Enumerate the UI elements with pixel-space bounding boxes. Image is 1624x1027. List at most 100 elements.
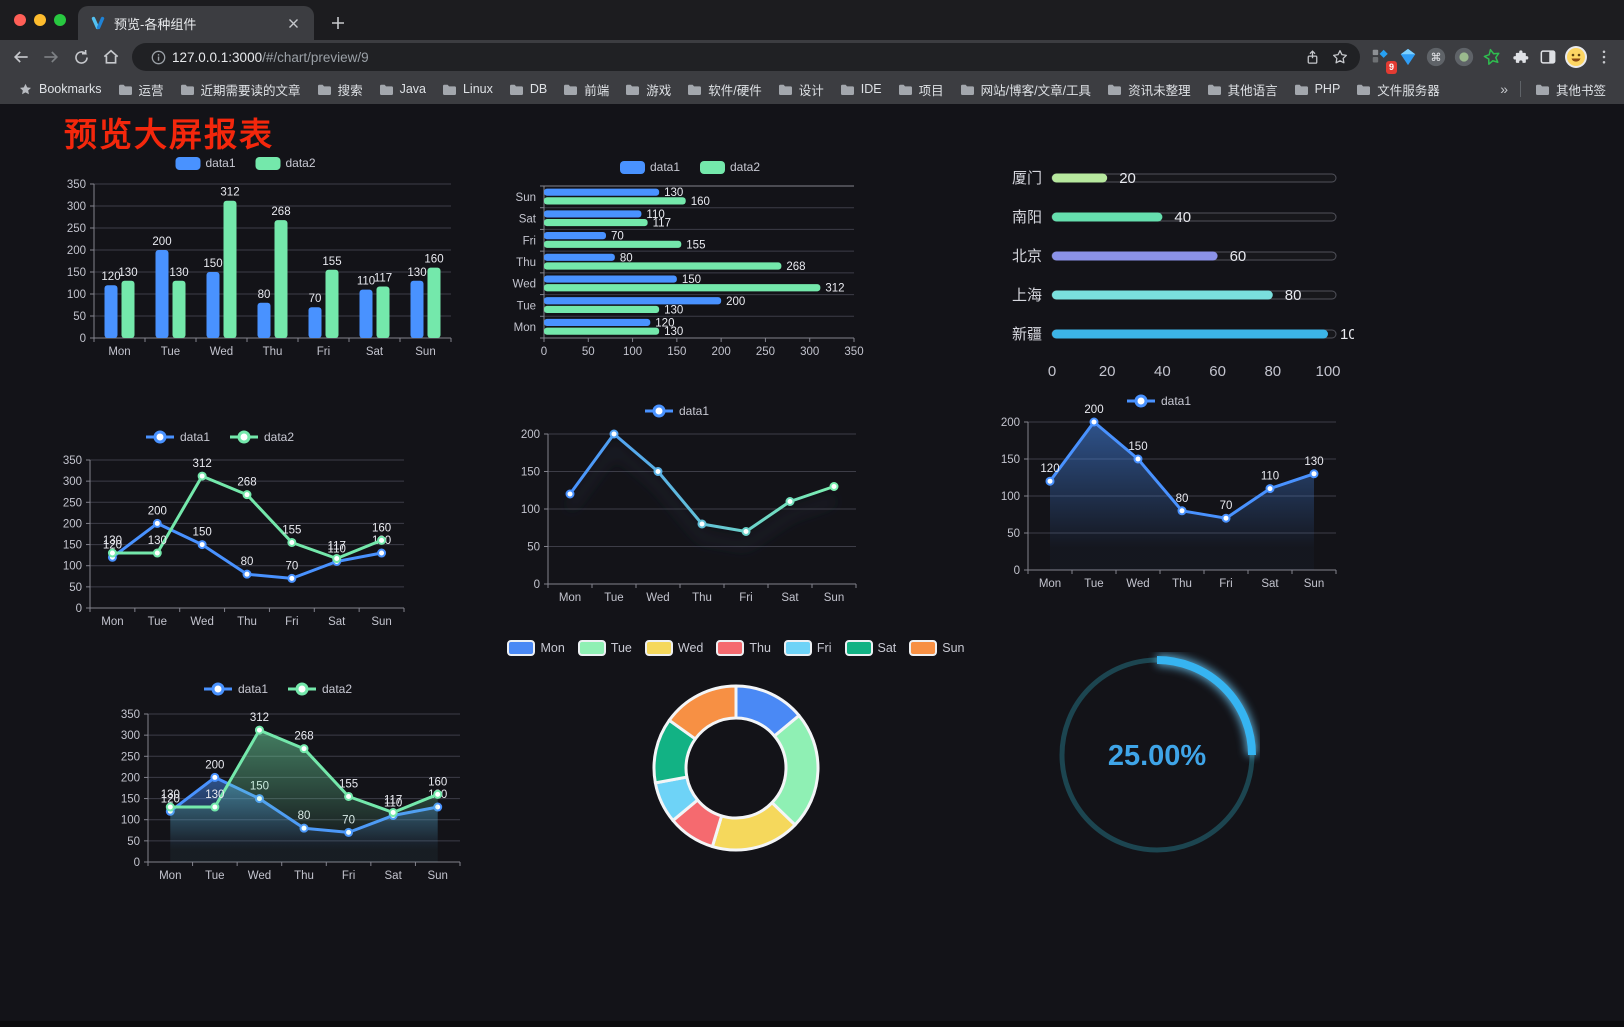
grouped-bar-chart: 0 50 100 150 200 250 300 350 Mon Tue Wed Thu Fri Sat S… — [48, 148, 463, 366]
legend-item[interactable]: Tue — [577, 640, 632, 656]
bookmark-folder-item[interactable]: PHP — [1286, 74, 1349, 104]
browser-tab[interactable]: 预览-各种组件 — [78, 6, 314, 40]
bookmark-folder-item[interactable]: 游戏 — [617, 74, 679, 104]
svg-text:Wed: Wed — [646, 592, 669, 604]
svg-text:data1: data1 — [679, 404, 709, 418]
svg-text:60: 60 — [1209, 363, 1226, 380]
folder-icon — [898, 84, 912, 95]
gradient-line-chart: 0 50 100 150 200 Mon Tue Wed Thu Fri Sat Sun data1 — [504, 396, 870, 614]
svg-text:268: 268 — [786, 261, 805, 273]
extension-gem-icon[interactable] — [1394, 43, 1422, 71]
svg-text:50: 50 — [127, 836, 140, 848]
new-tab-button[interactable] — [326, 11, 350, 35]
star-icon — [20, 83, 31, 94]
bookmark-folder-item[interactable]: Java — [371, 74, 434, 104]
legend-item[interactable]: Wed — [644, 640, 703, 656]
bookmark-folder-item[interactable]: 运营 — [110, 74, 172, 104]
svg-text:117: 117 — [384, 795, 402, 807]
extension-recorder-icon[interactable] — [1450, 43, 1478, 71]
svg-text:130: 130 — [664, 304, 683, 316]
svg-text:300: 300 — [67, 201, 86, 213]
bookmarks-manager-item[interactable]: Bookmarks — [10, 74, 110, 104]
bookmark-folder-item[interactable]: DB — [501, 74, 555, 104]
bookmark-folder-item[interactable]: 资讯未整理 — [1099, 74, 1199, 104]
bookmark-star-icon[interactable] — [1326, 44, 1354, 70]
svg-text:200: 200 — [152, 236, 171, 248]
svg-text:150: 150 — [682, 274, 701, 286]
svg-text:350: 350 — [121, 709, 140, 721]
legend-item[interactable]: Mon — [507, 640, 565, 656]
other-bookmarks-folder[interactable]: 其他书签 — [1527, 74, 1614, 104]
menu-kebab-icon[interactable] — [1590, 43, 1618, 71]
svg-text:130: 130 — [161, 789, 180, 801]
svg-text:300: 300 — [121, 730, 140, 742]
bookmark-folder-item[interactable]: Linux — [434, 74, 501, 104]
bookmark-folder-item[interactable]: 项目 — [890, 74, 952, 104]
extension-green-star-icon[interactable] — [1478, 43, 1506, 71]
bookmark-folder-item[interactable]: 设计 — [770, 74, 832, 104]
svg-text:Mon: Mon — [514, 322, 536, 334]
bookmark-folder-item[interactable]: 近期需要读的文章 — [172, 74, 309, 104]
forward-button[interactable] — [36, 42, 66, 72]
svg-text:Mon: Mon — [159, 870, 181, 882]
svg-text:130: 130 — [103, 535, 122, 547]
svg-text:0: 0 — [76, 603, 82, 615]
svg-text:80: 80 — [1176, 493, 1189, 505]
legend-item[interactable]: Sun — [909, 640, 965, 656]
bookmark-folder-item[interactable]: 其他语言 — [1199, 74, 1286, 104]
svg-text:155: 155 — [322, 256, 341, 268]
folder-icon — [317, 84, 331, 95]
single-series-area-chart: 0 50 100 150 200 Mon Tue Wed Thu Fri Sat Sun 120 200 1… — [986, 386, 1352, 600]
site-info-icon[interactable] — [144, 44, 172, 70]
share-icon[interactable] — [1298, 44, 1326, 70]
bookmark-folder-item[interactable]: 软件/硬件 — [679, 74, 769, 104]
svg-text:Sat: Sat — [366, 346, 384, 358]
svg-text:40: 40 — [1154, 363, 1171, 380]
svg-text:上海: 上海 — [1012, 287, 1042, 304]
maximize-window-button[interactable] — [54, 14, 66, 26]
side-panel-icon[interactable] — [1534, 43, 1562, 71]
minimize-window-button[interactable] — [34, 14, 46, 26]
bookmark-folder-item[interactable]: 搜索 — [309, 74, 371, 104]
svg-text:data2: data2 — [286, 156, 316, 170]
svg-text:50: 50 — [73, 311, 86, 323]
svg-text:data1: data1 — [1161, 394, 1191, 408]
svg-text:312: 312 — [825, 283, 844, 295]
svg-text:Mon: Mon — [108, 346, 130, 358]
svg-text:120: 120 — [1040, 463, 1059, 475]
svg-text:350: 350 — [67, 179, 86, 191]
extension-command-icon[interactable]: ⌘ — [1422, 43, 1450, 71]
svg-text:50: 50 — [527, 542, 540, 554]
svg-text:250: 250 — [756, 346, 775, 358]
svg-text:Thu: Thu — [516, 257, 536, 269]
address-bar[interactable]: 127.0.0.1:3000/#/chart/preview/9 — [132, 43, 1360, 71]
profile-avatar[interactable] — [1562, 43, 1590, 71]
bookmark-folder-item[interactable]: 文件服务器 — [1348, 74, 1448, 104]
svg-text:Fri: Fri — [317, 346, 330, 358]
reload-button[interactable] — [66, 42, 96, 72]
two-series-area-chart: 0 50 100 150 200 250 300 350 Mon Tue Wed Thu Fri Sat S… — [102, 674, 474, 892]
svg-text:0: 0 — [541, 346, 547, 358]
folder-icon — [840, 84, 854, 95]
svg-text:200: 200 — [67, 245, 86, 257]
svg-text:150: 150 — [67, 267, 86, 279]
page-title: 预览大屏报表 — [64, 116, 274, 153]
bookmark-folder-item[interactable]: 网站/博客/文章/工具 — [952, 74, 1099, 104]
legend-item[interactable]: Sat — [844, 640, 896, 656]
bookmark-folder-item[interactable]: IDE — [832, 74, 890, 104]
extensions-puzzle-icon[interactable] — [1506, 43, 1534, 71]
bookmark-folder-item[interactable]: 前端 — [555, 74, 617, 104]
close-window-button[interactable] — [14, 14, 26, 26]
back-button[interactable] — [6, 42, 36, 72]
bookmarks-overflow-chevron[interactable]: » — [1500, 81, 1508, 97]
svg-text:25.00%: 25.00% — [1108, 740, 1207, 772]
svg-text:200: 200 — [1001, 417, 1020, 429]
legend-item[interactable]: Fri — [783, 640, 832, 656]
legend-item[interactable]: Thu — [716, 640, 771, 656]
extension-tampermonkey-icon[interactable]: 9 — [1366, 43, 1397, 74]
svg-text:50: 50 — [1007, 528, 1020, 540]
svg-text:50: 50 — [582, 346, 595, 358]
url-path: /#/chart/preview/9 — [262, 49, 369, 65]
tab-close-icon[interactable] — [284, 14, 302, 32]
home-button[interactable] — [96, 42, 126, 72]
